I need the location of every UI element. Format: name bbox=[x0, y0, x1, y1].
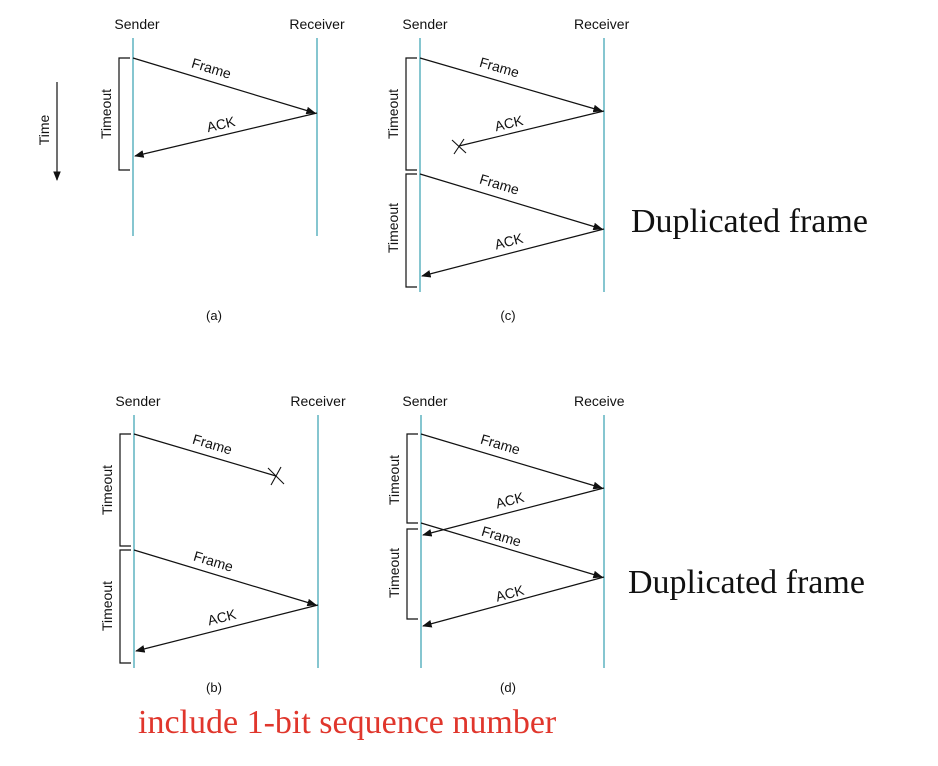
receiver-header: Receiver bbox=[574, 16, 630, 32]
ack-label: ACK bbox=[206, 606, 238, 629]
timeout-bracket bbox=[118, 57, 130, 171]
timeout-bracket bbox=[405, 173, 417, 288]
lost-frame-line bbox=[133, 433, 277, 477]
panel-a: Sender Receiver Timeout Frame ACK (a) bbox=[98, 16, 345, 323]
frame-arrow bbox=[419, 57, 603, 113]
ack-arrow bbox=[134, 112, 318, 158]
frame-arrow bbox=[419, 173, 603, 231]
duplicated-frame-note: Duplicated frame bbox=[628, 564, 865, 601]
frame-arrow bbox=[132, 57, 316, 115]
ack-arrow bbox=[422, 576, 605, 628]
lost-ack-x-mark bbox=[451, 138, 467, 155]
frame-arrow bbox=[420, 433, 603, 490]
timeout-label: Timeout bbox=[385, 203, 401, 253]
ack-label: ACK bbox=[493, 112, 525, 134]
panel-b: Sender Receiver Timeout Timeout Frame Fr… bbox=[99, 393, 346, 695]
receiver-header: Receive bbox=[574, 393, 625, 409]
timeout-bracket bbox=[406, 528, 418, 620]
lost-ack-line bbox=[458, 110, 605, 147]
sender-header: Sender bbox=[114, 16, 159, 32]
panel-c: Sender Receiver Timeout Timeout Frame AC… bbox=[385, 16, 630, 323]
sender-header: Sender bbox=[402, 393, 447, 409]
frame-label: Frame bbox=[192, 548, 236, 575]
frame-label: Frame bbox=[191, 431, 235, 458]
sender-header: Sender bbox=[402, 16, 447, 32]
caption-a: (a) bbox=[206, 308, 222, 323]
timeout-label: Timeout bbox=[98, 89, 114, 139]
panel-d: Sender Receive Timeout Timeout Frame ACK… bbox=[386, 393, 625, 695]
timeout-bracket bbox=[406, 433, 418, 524]
ack-arrow bbox=[421, 228, 605, 278]
timeout-label: Timeout bbox=[386, 548, 402, 598]
receiver-header: Receiver bbox=[289, 16, 345, 32]
caption-d: (d) bbox=[500, 680, 516, 695]
frame-arrow bbox=[133, 549, 317, 607]
timeout-bracket bbox=[119, 433, 131, 547]
timeout-bracket bbox=[119, 549, 131, 664]
sender-header: Sender bbox=[115, 393, 160, 409]
timeout-label: Timeout bbox=[385, 89, 401, 139]
ack-label: ACK bbox=[493, 230, 526, 253]
ack-arrow bbox=[422, 487, 605, 537]
timeout-label: Timeout bbox=[99, 465, 115, 515]
caption-b: (b) bbox=[206, 680, 222, 695]
timeout-label: Timeout bbox=[99, 581, 115, 631]
lost-frame-x-mark bbox=[267, 466, 285, 486]
time-label: Time bbox=[36, 114, 52, 145]
duplicated-frame-note: Duplicated frame bbox=[631, 203, 868, 240]
ack-label: ACK bbox=[494, 582, 527, 605]
caption-c: (c) bbox=[500, 308, 515, 323]
sequence-number-note: include 1-bit sequence number bbox=[138, 704, 557, 741]
receiver-header: Receiver bbox=[290, 393, 346, 409]
frame-label: Frame bbox=[480, 523, 524, 550]
timeout-label: Timeout bbox=[386, 455, 402, 505]
ack-label: ACK bbox=[494, 489, 527, 512]
ack-label: ACK bbox=[205, 113, 237, 135]
timeout-bracket bbox=[405, 57, 417, 171]
frame-arrow bbox=[420, 522, 603, 579]
ack-arrow bbox=[135, 604, 319, 653]
time-axis: Time bbox=[36, 82, 61, 181]
